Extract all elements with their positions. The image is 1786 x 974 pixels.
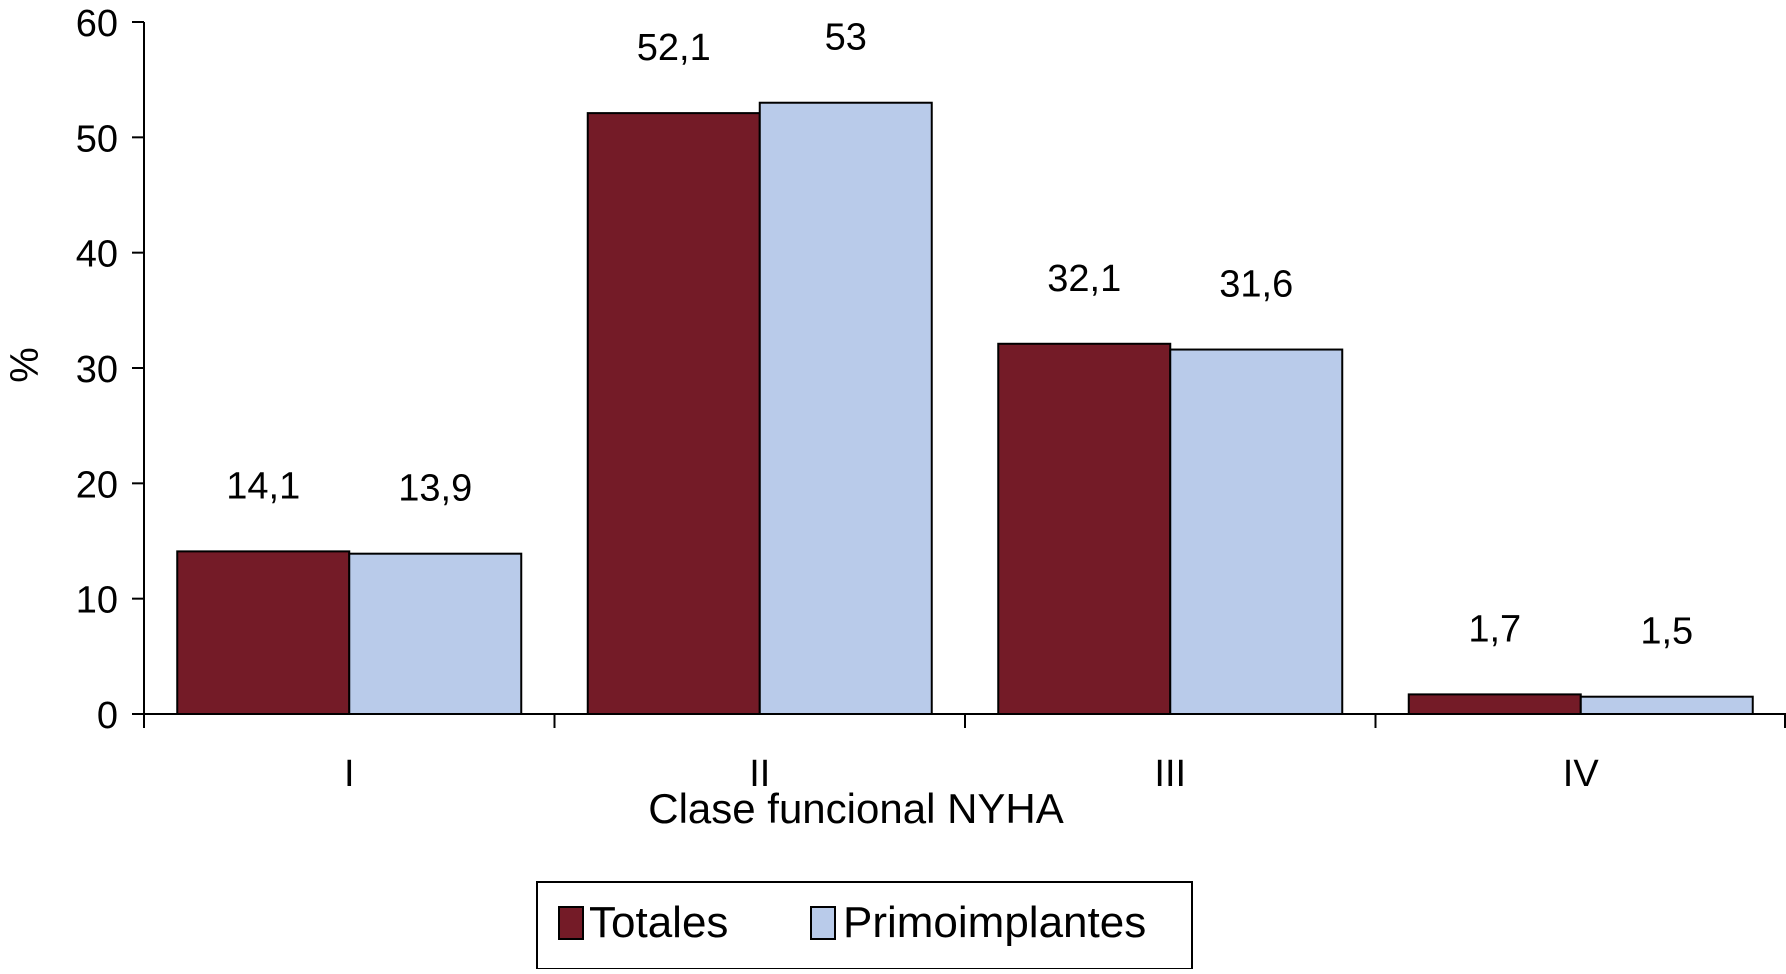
data-label: 1,5 — [1640, 611, 1693, 653]
x-tick-label: III — [1154, 753, 1186, 795]
y-tick-label: 50 — [76, 118, 118, 160]
x-tick-label: I — [344, 753, 355, 795]
bar-primoimplantes-iv — [1579, 695, 1754, 716]
legend-box — [536, 881, 1193, 970]
data-label: 32,1 — [1047, 258, 1121, 300]
legend-swatch-totales — [558, 906, 584, 940]
bar-totales-ii — [586, 112, 761, 715]
y-axis-label: % — [3, 347, 47, 383]
bar-primoimplantes-i — [348, 552, 523, 715]
legend: Totales Primoimplantes — [536, 881, 1193, 970]
bar-primoimplantes-ii — [758, 101, 933, 715]
y-tick-label: 60 — [76, 3, 118, 45]
x-tick-label: II — [749, 753, 770, 795]
data-label-group: 14,1 13,9 52,1 53 32,1 31,6 1,7 1,5 — [226, 17, 1693, 653]
y-tick-label: 10 — [76, 580, 118, 622]
data-label: 52,1 — [637, 27, 711, 69]
data-label: 53 — [825, 17, 867, 59]
y-axis: 0 10 20 30 40 50 60 — [76, 3, 145, 737]
y-tick-label: 30 — [76, 349, 118, 391]
legend-label-primoimplantes: Primoimplantes — [843, 898, 1146, 947]
legend-swatch-primoimplantes — [810, 906, 836, 940]
bar-group — [176, 101, 1754, 716]
legend-label-totales: Totales — [589, 898, 728, 947]
data-label: 14,1 — [226, 465, 300, 507]
y-tick-label: 20 — [76, 464, 118, 506]
bar-primoimplantes-iii — [1169, 348, 1344, 715]
x-tick-label: IV — [1563, 753, 1600, 795]
bar-totales-iv — [1407, 693, 1582, 715]
data-label: 31,6 — [1219, 264, 1293, 306]
data-label: 1,7 — [1468, 608, 1521, 650]
data-label: 13,9 — [398, 468, 472, 510]
bar-totales-iii — [997, 342, 1172, 715]
y-tick-label: 40 — [76, 234, 118, 276]
x-axis-label: Clase funcional NYHA — [648, 785, 1064, 832]
bar-totales-i — [176, 550, 351, 715]
y-tick-label: 0 — [97, 695, 118, 737]
x-axis: I II III IV — [143, 713, 1786, 795]
